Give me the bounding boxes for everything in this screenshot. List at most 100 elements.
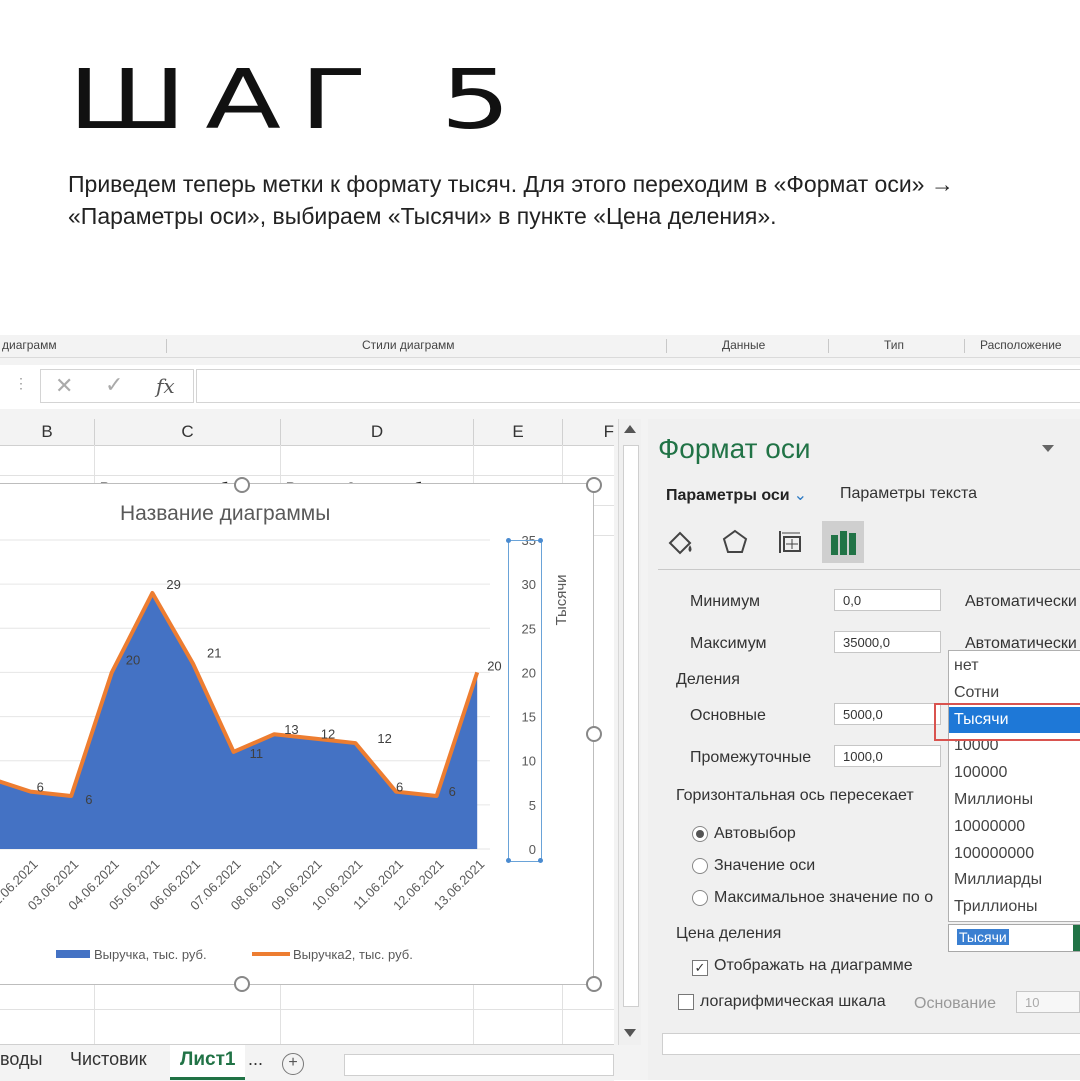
data-label: 11 [250, 746, 264, 761]
column-header-d[interactable]: D [281, 419, 474, 445]
minimum-auto-button[interactable]: Автоматически [965, 593, 1077, 611]
maximum-field[interactable]: 35000,0 [834, 631, 941, 653]
column-headers: B C D E F [0, 419, 614, 446]
panel-scrollbar[interactable] [662, 1033, 1080, 1055]
panel-options-icon[interactable] [1042, 445, 1054, 452]
radio-auto[interactable] [692, 826, 708, 842]
data-label: 20 [126, 652, 140, 667]
sheet-tab[interactable]: воды [0, 1049, 42, 1070]
data-label: 13 [284, 722, 298, 737]
vertical-axis-selection[interactable] [508, 540, 542, 862]
bar-chart-icon[interactable] [822, 521, 864, 563]
dropdown-option[interactable]: Сотни [949, 680, 1080, 706]
radio-max-value[interactable] [692, 890, 708, 906]
more-sheets-button[interactable]: ... [248, 1049, 263, 1070]
major-field[interactable]: 5000,0 [834, 703, 941, 725]
data-label: 12 [377, 731, 391, 746]
size-properties-icon[interactable] [768, 521, 810, 563]
more-icon[interactable]: ⋮ [14, 375, 28, 392]
ribbon-group-labels: диаграмм Стили диаграмм Данные Тип Распо… [0, 335, 1080, 358]
base-label: Основание [914, 995, 996, 1013]
resize-handle[interactable] [234, 477, 250, 493]
log-scale-label[interactable]: логарифмическая шкала [700, 993, 886, 1011]
excel-screenshot: диаграмм Стили диаграмм Данные Тип Распо… [0, 335, 1080, 1080]
column-header-e[interactable]: E [474, 419, 563, 445]
column-header-f[interactable]: F [563, 419, 614, 445]
insert-function-button[interactable]: fx [156, 374, 175, 398]
data-label: 21 [207, 646, 221, 661]
scroll-up-icon[interactable] [624, 425, 636, 433]
tab-axis-options[interactable]: Параметры оси [666, 487, 790, 504]
dropdown-option[interactable]: Триллионы [949, 894, 1080, 920]
radio-axis-value[interactable] [692, 858, 708, 874]
close-icon[interactable]: ✕ [55, 373, 73, 399]
display-units-select[interactable]: Тысячи [948, 924, 1080, 952]
ribbon-group-type: Тип [884, 338, 904, 352]
selection-handle[interactable] [506, 858, 511, 863]
add-sheet-icon[interactable]: + [282, 1053, 304, 1075]
dropdown-option[interactable]: 100000000 [949, 841, 1080, 867]
minimum-field[interactable]: 0,0 [834, 589, 941, 611]
dropdown-option[interactable]: 100000 [949, 760, 1080, 786]
ribbon-group-location: Расположение [980, 338, 1062, 352]
data-label: 6 [85, 792, 92, 807]
check-icon[interactable]: ✓ [105, 372, 123, 398]
sheet-tab-active[interactable]: Лист1 [170, 1045, 245, 1080]
fill-icon[interactable] [660, 521, 702, 563]
vertical-scrollbar[interactable] [618, 419, 641, 1045]
data-label: 29 [166, 577, 180, 592]
minor-field[interactable]: 1000,0 [834, 745, 941, 767]
row-divider [0, 1009, 614, 1010]
column-header-c[interactable]: C [95, 419, 281, 445]
column-header-b[interactable]: B [0, 419, 95, 445]
pentagon-icon[interactable] [714, 521, 756, 563]
resize-handle[interactable] [586, 477, 602, 493]
legend-label-vyruchka: Выручка, тыс. руб. [94, 947, 207, 962]
dropdown-option[interactable]: нет [949, 653, 1080, 679]
dropdown-option[interactable]: Миллиарды [949, 867, 1080, 893]
chevron-down-icon[interactable]: ⌄ [794, 487, 807, 504]
formula-buttons: ✕ ✓ fx [40, 369, 194, 403]
data-label: 20 [487, 658, 501, 673]
formula-input[interactable] [196, 369, 1080, 403]
formula-bar: ⋮ ✕ ✓ fx [0, 365, 1080, 409]
ribbon-group-styles: Стили диаграмм [362, 338, 455, 352]
dropdown-option[interactable]: 10000000 [949, 814, 1080, 840]
chart-plot: 05101520253035866202921111312126620Тысяч… [0, 484, 593, 984]
selection-handle[interactable] [538, 538, 543, 543]
y-axis-title: Тысячи [553, 574, 570, 625]
show-on-chart-label[interactable]: Отображать на диаграмме [714, 957, 913, 975]
sheet-tab[interactable]: Чистовик [70, 1049, 147, 1070]
dropdown-button[interactable] [1073, 925, 1080, 951]
radio-max-value-label[interactable]: Максимальное значение по о [714, 889, 933, 907]
data-label: 12 [321, 727, 335, 742]
log-scale-checkbox[interactable] [678, 994, 694, 1010]
display-units-label: Цена деления [676, 925, 781, 943]
horizontal-scrollbar[interactable] [344, 1054, 614, 1076]
major-label: Основные [690, 707, 766, 725]
ribbon-group-layouts: диаграмм [2, 338, 57, 352]
minor-label: Промежуточные [690, 749, 811, 767]
selection-handle[interactable] [538, 858, 543, 863]
display-units-value: Тысячи [957, 929, 1009, 945]
radio-auto-label[interactable]: Автовыбор [714, 825, 796, 843]
ribbon-separator [964, 339, 965, 353]
dropdown-option[interactable]: Миллионы [949, 787, 1080, 813]
panel-tabs: Параметры оси⌄ Параметры текста [666, 485, 807, 505]
resize-handle[interactable] [234, 976, 250, 992]
panel-divider [658, 569, 1080, 570]
selection-handle[interactable] [506, 538, 511, 543]
row-divider [0, 475, 614, 476]
step-description: Приведем теперь метки к формату тысяч. Д… [68, 168, 1028, 232]
ribbon-separator [166, 339, 167, 353]
base-field[interactable]: 10 [1016, 991, 1080, 1013]
scroll-down-icon[interactable] [624, 1029, 636, 1037]
radio-axis-value-label[interactable]: Значение оси [714, 857, 815, 875]
scroll-thumb[interactable] [623, 445, 639, 1007]
chart-area[interactable]: Название диаграммы 051015202530358662029… [0, 483, 594, 985]
resize-handle[interactable] [586, 726, 602, 742]
tab-text-options[interactable]: Параметры текста [840, 485, 977, 503]
show-on-chart-checkbox[interactable]: ✓ [692, 960, 708, 976]
resize-handle[interactable] [586, 976, 602, 992]
